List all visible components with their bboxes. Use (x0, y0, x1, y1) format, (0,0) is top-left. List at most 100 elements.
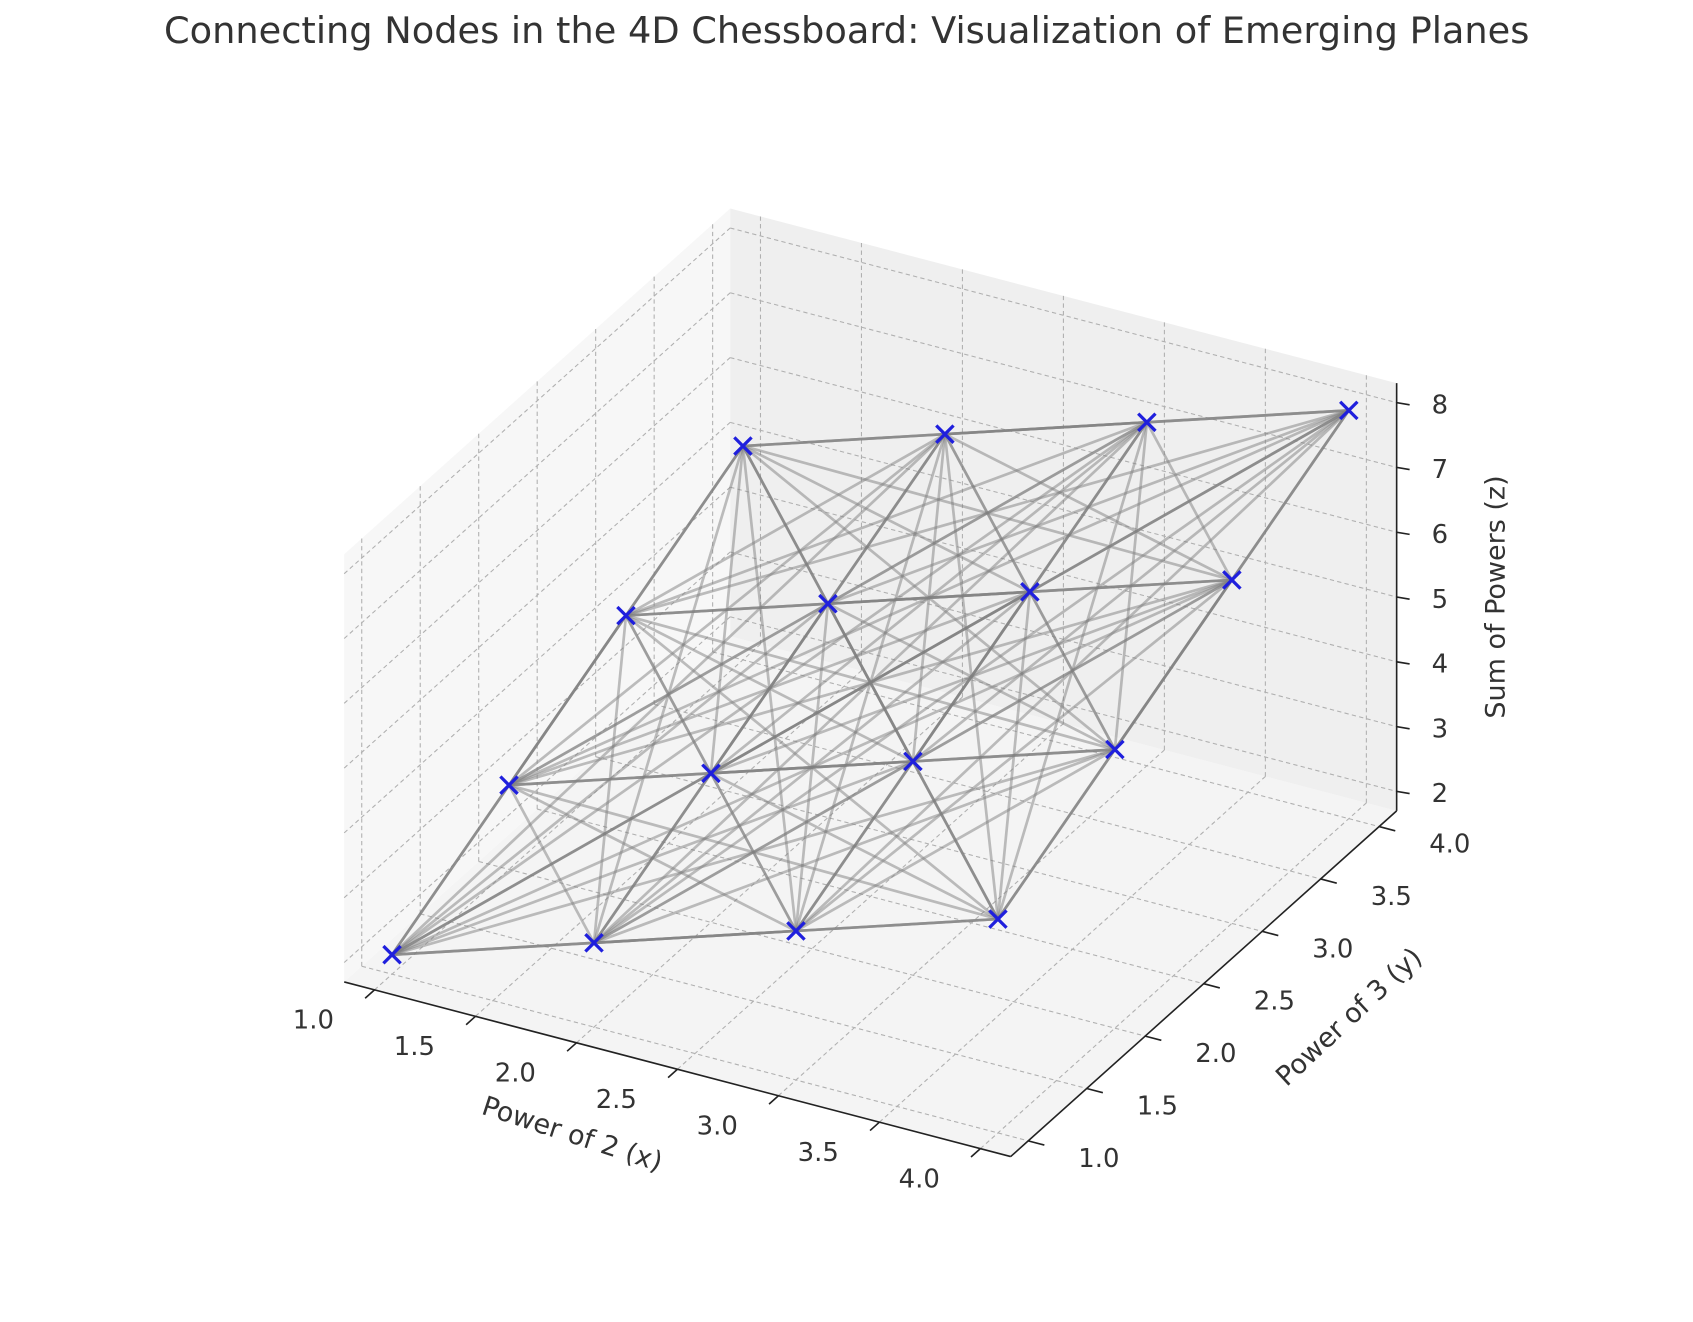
z-tick (1396, 531, 1410, 536)
edge (624, 445, 745, 617)
grid-line (475, 670, 862, 1017)
edge (592, 615, 628, 943)
node-marker (818, 593, 838, 614)
y-tick-label: 2.0 (1195, 1039, 1236, 1069)
edge (592, 445, 745, 944)
y-tick (1378, 825, 1396, 832)
y-tick (1203, 982, 1221, 989)
edge (826, 433, 947, 605)
y-tick (1028, 1140, 1045, 1146)
grid-line (343, 357, 731, 704)
edge (794, 433, 947, 932)
z-tick-label: 6 (1432, 520, 1448, 550)
grid-line (730, 357, 1397, 533)
edge (911, 760, 1000, 920)
z-tick (1396, 596, 1410, 600)
z-tick-label: 4 (1432, 650, 1448, 680)
grid-line (654, 703, 1321, 880)
x-tick (566, 1042, 577, 1052)
edge (1146, 409, 1349, 424)
node-marker (1020, 582, 1040, 602)
node-marker (616, 605, 636, 626)
x-tick-label: 3.5 (798, 1138, 839, 1168)
z-tick (1396, 401, 1410, 406)
grid-line (343, 292, 731, 639)
node-marker (382, 944, 402, 965)
z-tick (1396, 661, 1410, 665)
node-marker (584, 933, 604, 953)
grid-line (980, 802, 1367, 1150)
x-tick (667, 1068, 678, 1079)
x-tick-label: 2.0 (495, 1059, 536, 1089)
y-tick-label: 2.5 (1254, 987, 1295, 1017)
edge (1113, 422, 1149, 750)
y-axis-line (1010, 810, 1398, 1158)
node-marker (733, 436, 753, 456)
x-tick-label: 2.5 (596, 1085, 637, 1115)
edge (1145, 421, 1234, 581)
z-tick (1396, 790, 1410, 795)
node-marker (701, 763, 721, 784)
grid-line (537, 808, 1204, 985)
grid-line (420, 913, 1087, 1090)
y-axis-label: Power of 3 (y) (1270, 942, 1428, 1093)
node-marker (1137, 412, 1157, 433)
node-marker (786, 921, 806, 941)
grid-line (343, 551, 731, 899)
chart-title: Connecting Nodes in the 4D Chessboard: V… (164, 9, 1529, 52)
node-marker (903, 751, 923, 772)
x-tick-label: 4.0 (899, 1165, 940, 1195)
edge (911, 434, 947, 762)
z-tick (1396, 725, 1410, 730)
z-tick-label: 8 (1432, 390, 1448, 420)
grid-line (343, 486, 731, 834)
x-tick-label: 1.0 (293, 1006, 334, 1036)
z-tick-label: 7 (1432, 455, 1448, 485)
x-tick (869, 1121, 880, 1132)
grid-line (343, 227, 731, 575)
node-marker (499, 775, 519, 795)
grid-line (361, 965, 1029, 1142)
z-axis-label: Sum of Powers (z) (1481, 475, 1512, 718)
x-axis-line (343, 981, 1011, 1158)
grid-line (730, 227, 1397, 404)
node-marker (1105, 739, 1125, 760)
y-tick (1320, 878, 1337, 884)
z-tick (1396, 466, 1410, 471)
edge (709, 772, 798, 932)
edge (709, 445, 745, 774)
y-tick-label: 3.5 (1371, 882, 1412, 912)
edge (507, 784, 596, 944)
z-tick-label: 2 (1432, 779, 1448, 809)
edge (996, 421, 1149, 920)
node-marker (1339, 400, 1359, 421)
grid-line (730, 421, 1397, 598)
edge (1028, 421, 1148, 593)
y-tick-label: 4.0 (1429, 830, 1470, 860)
x-tick-label: 3.0 (697, 1112, 738, 1142)
y-tick (1086, 1087, 1104, 1094)
plot: Connecting Nodes in the 4D Chessboard: V… (164, 9, 1529, 1194)
y-tick-label: 1.5 (1137, 1092, 1178, 1122)
x-tick (465, 1015, 477, 1026)
grid-line (343, 616, 731, 963)
x-tick-label: 1.5 (394, 1032, 435, 1062)
node-marker (1222, 570, 1242, 590)
z-tick-label: 5 (1432, 585, 1448, 615)
grid-line (595, 756, 1263, 932)
grid-line (730, 292, 1397, 468)
y-tick-label: 1.0 (1078, 1144, 1119, 1174)
edge (795, 917, 998, 933)
x-tick (364, 989, 376, 999)
x-tick (970, 1148, 981, 1158)
grid-line (343, 421, 731, 769)
x-tick (768, 1095, 779, 1105)
y-tick (1261, 930, 1279, 937)
edge (794, 603, 830, 932)
y-tick (1144, 1035, 1162, 1042)
x-axis-label: Power of 2 (x) (478, 1091, 666, 1178)
z-tick-label: 3 (1432, 714, 1448, 744)
grid-line (478, 860, 1146, 1037)
